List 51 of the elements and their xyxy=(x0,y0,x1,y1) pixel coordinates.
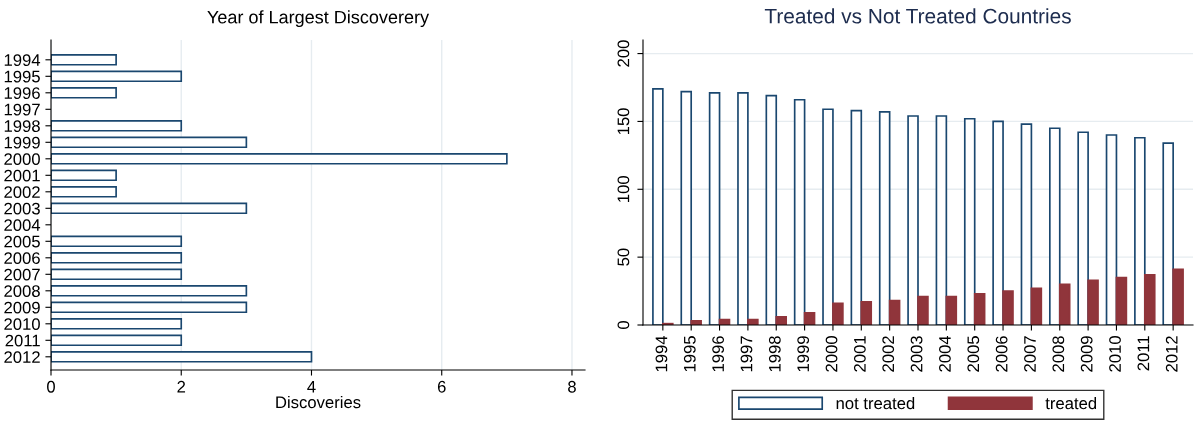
x-tick-label: 2 xyxy=(177,380,186,393)
chart-title: Year of Largest Discoverery xyxy=(207,10,430,28)
x-tick-label: 1999 xyxy=(797,336,810,372)
legend-label: not treated xyxy=(836,397,915,410)
y-tick-label: 2002 xyxy=(4,186,40,198)
x-tick-label: 1996 xyxy=(712,336,725,372)
x-tick-label: 2011 xyxy=(1137,336,1150,371)
y-tick-label: 1999 xyxy=(4,136,40,149)
y-tick-label: 2009 xyxy=(4,301,40,314)
y-tick-label: 0 xyxy=(617,321,630,329)
y-tick-label: 2007 xyxy=(4,268,40,281)
y-tick-label: 1996 xyxy=(4,87,40,99)
x-tick-label: 2002 xyxy=(882,336,895,372)
y-tick-label: 2006 xyxy=(4,252,40,264)
x-tick-label: 2001 xyxy=(853,336,866,372)
x-tick-label: 1998 xyxy=(768,336,781,372)
x-tick-label: 1994 xyxy=(655,335,668,372)
y-tick-label: 2008 xyxy=(4,285,40,297)
y-tick-label: 1994 xyxy=(4,54,41,66)
y-tick-label: 100 xyxy=(617,176,630,202)
legend-label: treated xyxy=(1045,397,1097,410)
x-tick-label: 2007 xyxy=(1024,336,1036,372)
y-tick-label: 1997 xyxy=(4,103,40,116)
y-tick-label: 2004 xyxy=(4,219,41,231)
x-tick-label: 2005 xyxy=(967,336,980,372)
x-tick-label: 1995 xyxy=(683,336,696,372)
x-tick-label: 2000 xyxy=(825,336,838,372)
y-tick-label: 200 xyxy=(617,40,630,67)
y-tick-label: 2003 xyxy=(4,202,40,215)
x-tick-label: 2003 xyxy=(910,336,923,372)
x-tick-label: 2006 xyxy=(995,336,1008,372)
x-tick-label: 6 xyxy=(437,380,446,393)
y-tick-label: 2001 xyxy=(4,169,40,182)
x-tick-label: 2009 xyxy=(1080,336,1093,372)
x-tick-label: 2012 xyxy=(1165,336,1178,372)
y-tick-label: 50 xyxy=(617,248,630,266)
chart-title: Treated vs Not Treated Countries xyxy=(764,8,1071,24)
y-tick-label: 2010 xyxy=(4,318,40,330)
y-tick-label: 1998 xyxy=(4,120,40,132)
x-tick-label: 2010 xyxy=(1109,336,1121,372)
y-tick-label: 2000 xyxy=(4,153,40,165)
y-tick-label: 1995 xyxy=(4,70,40,83)
y-tick-label: 2005 xyxy=(4,235,40,248)
x-tick-label: 4 xyxy=(307,381,316,393)
x-tick-label: 8 xyxy=(568,380,576,393)
x-tick-label: 0 xyxy=(47,380,55,393)
x-axis-title: Discoveries xyxy=(276,395,361,409)
y-tick-label: 150 xyxy=(617,108,630,135)
x-tick-label: 2008 xyxy=(1052,336,1065,372)
x-tick-label: 2004 xyxy=(939,335,951,372)
x-tick-label: 1997 xyxy=(740,336,753,372)
